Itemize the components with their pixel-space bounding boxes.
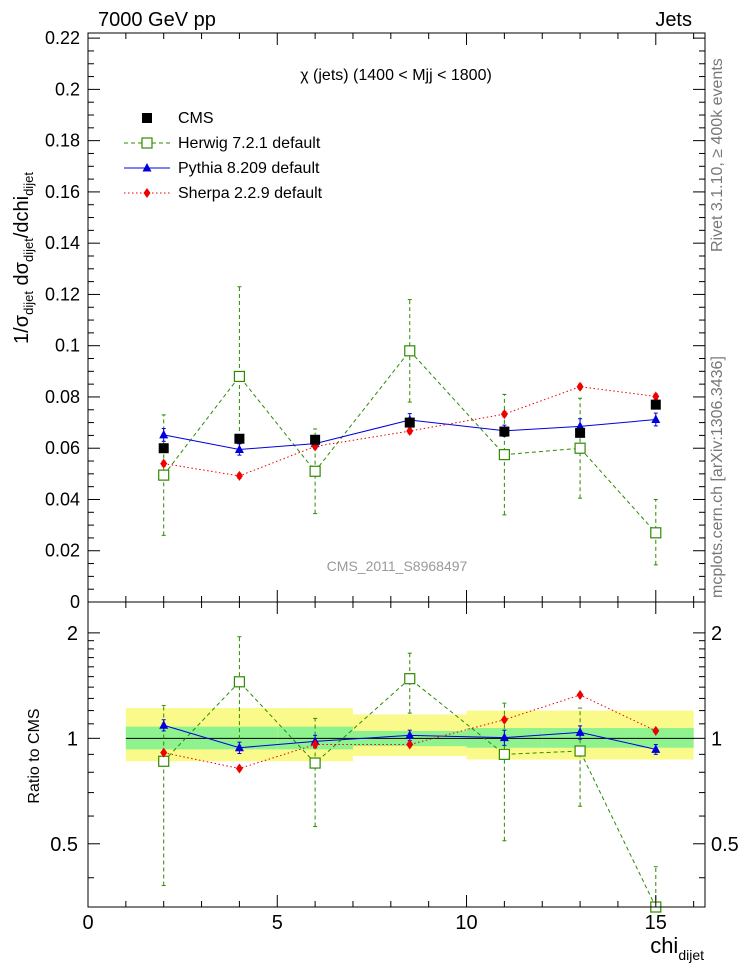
y-tick-label: 0.18 — [45, 131, 80, 151]
y-tick-label: 0.16 — [45, 182, 80, 202]
main-point — [575, 427, 586, 438]
main-point — [574, 442, 586, 454]
ratio-point — [576, 689, 584, 700]
ratio-series-sherpa-2-2-9-default — [160, 689, 660, 774]
x-tick-label: 0 — [82, 912, 93, 934]
x-tick-label: 10 — [455, 912, 477, 934]
main-point — [650, 399, 661, 410]
main-point — [575, 421, 585, 430]
x-tick-label: 15 — [645, 912, 667, 934]
legend-label: CMS — [178, 110, 214, 127]
x-axis-title-sub: dijet — [678, 947, 704, 963]
main-point — [500, 409, 508, 420]
legend-marker — [142, 163, 152, 172]
ratio-point — [574, 745, 586, 757]
ratio-point — [158, 755, 170, 767]
legend-marker — [143, 188, 151, 198]
main-point — [310, 434, 321, 445]
ratio-y-tick-label-left: 0.5 — [50, 834, 78, 856]
x-tick-label: 5 — [272, 912, 283, 934]
ratio-point — [404, 673, 416, 685]
legend-label: Sherpa 2.2.9 default — [178, 185, 323, 202]
main-point — [499, 426, 510, 437]
ratio-point — [311, 739, 319, 750]
legend-label: Herwig 7.2.1 default — [178, 135, 321, 152]
legend: CMS Herwig 7.2.1 default Pythia 8.209 defa… — [124, 110, 323, 202]
y-tick-label: 0.14 — [45, 233, 80, 253]
legend-item-sherpa-2-2-9-default: Sherpa 2.2.9 default — [124, 185, 323, 202]
main-point — [652, 391, 660, 402]
x-axis-title: chidijet — [650, 933, 704, 963]
legend-item-cms: CMS — [142, 110, 214, 127]
main-point — [233, 370, 246, 383]
analysis-watermark: CMS_2011_S8968497 — [327, 558, 468, 574]
main-point — [309, 465, 321, 477]
legend-marker — [142, 113, 152, 123]
main-point — [576, 381, 584, 392]
ratio-point — [233, 676, 246, 688]
main-point — [158, 469, 170, 481]
ratio-y-tick-label-right: 0.5 — [711, 834, 739, 856]
main-series-sherpa-2-2-9-default — [160, 381, 660, 481]
ratio-point — [405, 730, 415, 739]
header-right-label: Jets — [655, 9, 692, 31]
main-point — [234, 433, 245, 444]
main-point — [650, 527, 662, 539]
ratio-panel: 0.5 0.5 1 1 2 2 0 5 10 15 Ratio to CMS chidijet — [26, 601, 739, 963]
y-tick-label: 0.12 — [45, 284, 80, 304]
ratio-y-tick-label-left: 1 — [67, 728, 78, 750]
legend-item-pythia-8-209-default: Pythia 8.209 default — [124, 160, 320, 177]
y-tick-label: 0.04 — [45, 489, 80, 509]
main-y-axis-title: 1/σdijet dσdijet/dchidijet — [11, 172, 36, 344]
main-panel: 0 0.02 0.04 0.06 0.08 0.1 0.12 0.14 0.16 0.18 0.2 0… — [11, 28, 706, 612]
main-plot-frame — [87, 32, 706, 603]
y-tick-label: 0.22 — [45, 28, 80, 48]
main-point — [159, 429, 169, 439]
y-tick-label: 0.02 — [45, 541, 80, 561]
chart-title: χ (jets) (1400 < Mjj < 1800) — [300, 67, 492, 84]
ratio-point — [651, 744, 661, 753]
ratio-point — [500, 714, 508, 725]
mcplots-side-label: mcplots.cern.ch [arXiv:1306.3436] — [709, 356, 726, 598]
ratio-point — [160, 747, 168, 758]
main-point — [234, 444, 244, 453]
legend-marker — [141, 137, 153, 149]
y-tick-label: 0.1 — [55, 336, 80, 356]
main-point — [406, 426, 414, 437]
ratio-point — [575, 727, 585, 736]
y-tick-label: 0 — [70, 592, 80, 612]
main-point — [235, 470, 243, 481]
ratio-point — [652, 725, 660, 736]
ratio-point — [159, 720, 169, 729]
main-point — [404, 345, 416, 357]
main-series-cms — [158, 399, 661, 454]
x-axis-title-main: chi — [650, 933, 678, 958]
main-point — [404, 417, 415, 428]
ratio-y-tick-label-right: 1 — [711, 728, 722, 750]
ratio-point — [499, 732, 509, 742]
y-tick-label: 0.06 — [45, 438, 80, 458]
ratio-point — [406, 739, 414, 750]
ratio-point — [309, 757, 321, 769]
legend-item-herwig-7-2-1-default: Herwig 7.2.1 default — [124, 135, 321, 152]
main-point — [160, 458, 168, 469]
header-left-label: 7000 GeV pp — [98, 9, 216, 31]
ratio-y-axis-title: Ratio to CMS — [26, 708, 43, 803]
ratio-point — [498, 748, 510, 760]
main-point — [158, 443, 169, 454]
rivet-side-label: Rivet 3.1.10, ≥ 400k events — [709, 58, 726, 252]
ratio-point — [234, 742, 244, 752]
main-point — [651, 414, 661, 424]
main-point — [498, 449, 510, 461]
ratio-y-tick-label-left: 2 — [67, 623, 78, 645]
ratio-y-tick-label-right: 2 — [711, 623, 722, 645]
legend-label: Pythia 8.209 default — [178, 160, 320, 177]
y-tick-label: 0.08 — [45, 387, 80, 407]
ratio-point — [235, 763, 243, 774]
y-tick-label: 0.2 — [55, 79, 80, 99]
